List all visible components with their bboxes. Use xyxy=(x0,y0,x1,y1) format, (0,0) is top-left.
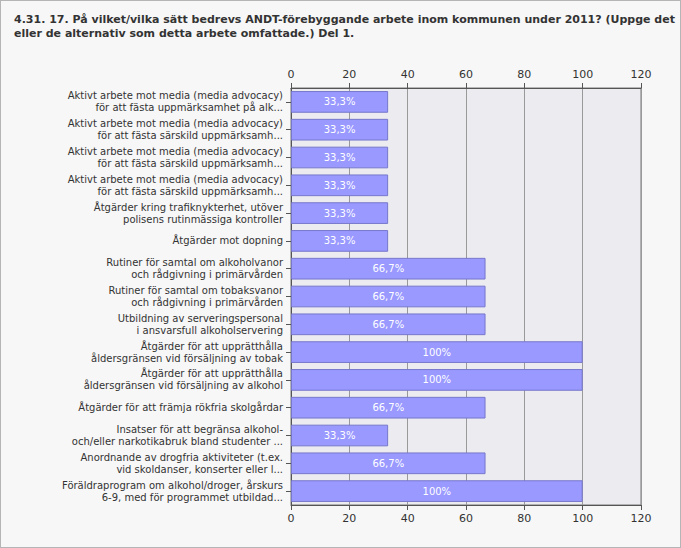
svg-text:33,3%: 33,3% xyxy=(324,152,356,163)
svg-text:Föräldraprogram om alkohol/dro: Föräldraprogram om alkohol/droger, årsku… xyxy=(62,479,283,491)
svg-text:33,3%: 33,3% xyxy=(324,235,356,246)
svg-text:Åtgärder för att upprätthålla: Åtgärder för att upprätthålla xyxy=(141,340,283,352)
svg-text:åldersgränsen vid försäljning: åldersgränsen vid försäljning av tobak xyxy=(91,352,283,364)
svg-text:för att fästa uppmärksamhet på: för att fästa uppmärksamhet på alk... xyxy=(95,101,283,113)
svg-text:0: 0 xyxy=(288,68,295,81)
svg-text:Aktivt arbete mot media (media: Aktivt arbete mot media (media advocacy) xyxy=(68,146,283,157)
svg-text:Åtgärder kring trafiknykterhet: Åtgärder kring trafiknykterhet, utöver xyxy=(94,201,284,213)
svg-text:33,3%: 33,3% xyxy=(324,124,356,135)
svg-text:0: 0 xyxy=(288,512,295,525)
svg-text:Aktivt arbete mot media (media: Aktivt arbete mot media (media advocacy) xyxy=(68,118,283,129)
svg-text:80: 80 xyxy=(517,512,531,525)
svg-text:Aktivt arbete mot media (media: Aktivt arbete mot media (media advocacy) xyxy=(68,90,283,101)
svg-text:66,7%: 66,7% xyxy=(372,402,404,413)
svg-text:100: 100 xyxy=(572,68,593,81)
svg-text:Rutiner för samtal om tobaksva: Rutiner för samtal om tobaksvanor xyxy=(109,285,284,296)
svg-text:vid skoldanser, konserter elle: vid skoldanser, konserter eller l... xyxy=(116,464,283,475)
svg-text:60: 60 xyxy=(459,68,473,81)
svg-text:Åtgärder för att upprätthålla: Åtgärder för att upprätthålla xyxy=(141,367,283,379)
svg-text:och rådgivning i primärvården: och rådgivning i primärvården xyxy=(131,268,283,280)
svg-text:66,7%: 66,7% xyxy=(372,291,404,302)
svg-text:33,3%: 33,3% xyxy=(324,180,356,191)
svg-text:för att fästa särskild uppmärk: för att fästa särskild uppmärksamh... xyxy=(98,130,283,141)
svg-text:i ansvarsfull alkoholservering: i ansvarsfull alkoholservering xyxy=(137,325,283,336)
svg-text:för att fästa särskild uppmärk: för att fästa särskild uppmärksamh... xyxy=(98,186,283,197)
svg-text:100: 100 xyxy=(572,512,593,525)
svg-text:åldersgränsen vid försäljning: åldersgränsen vid försäljning av alkohol xyxy=(84,379,283,391)
svg-text:40: 40 xyxy=(401,512,415,525)
svg-text:Aktivt arbete mot media (media: Aktivt arbete mot media (media advocacy) xyxy=(68,174,283,185)
svg-text:60: 60 xyxy=(459,512,473,525)
svg-text:20: 20 xyxy=(342,512,356,525)
svg-text:80: 80 xyxy=(517,68,531,81)
svg-text:100%: 100% xyxy=(423,486,452,497)
svg-text:20: 20 xyxy=(342,68,356,81)
svg-text:Anordnande av drogfria aktivit: Anordnande av drogfria aktiviteter (t.ex… xyxy=(80,452,283,463)
svg-text:40: 40 xyxy=(401,68,415,81)
svg-text:100%: 100% xyxy=(423,347,452,358)
svg-text:och rådgivning i primärvården: och rådgivning i primärvården xyxy=(131,296,283,308)
svg-text:polisens rutinmässiga kontroll: polisens rutinmässiga kontroller xyxy=(123,214,284,225)
svg-text:66,7%: 66,7% xyxy=(372,458,404,469)
svg-text:Rutiner för samtal om alkoholv: Rutiner för samtal om alkoholvanor xyxy=(106,257,284,268)
svg-text:eller de alternativ som detta: eller de alternativ som detta arbete omf… xyxy=(14,27,354,40)
svg-text:33,3%: 33,3% xyxy=(324,96,356,107)
svg-text:66,7%: 66,7% xyxy=(372,263,404,274)
svg-text:4.31. 17. På vilket/vilka sätt: 4.31. 17. På vilket/vilka sätt bedrevs A… xyxy=(14,13,675,26)
svg-text:120: 120 xyxy=(631,68,652,81)
svg-text:för att fästa särskild uppmärk: för att fästa särskild uppmärksamh... xyxy=(98,158,283,169)
svg-text:Utbildning av serveringsperson: Utbildning av serveringspersonal xyxy=(118,313,283,324)
svg-text:Åtgärder för att främja rökfri: Åtgärder för att främja rökfria skolgård… xyxy=(78,401,284,413)
svg-text:och/eller narkotikabruk bland: och/eller narkotikabruk bland studenter … xyxy=(72,436,283,447)
svg-text:6-9, med för programmet utbild: 6-9, med för programmet utbildad... xyxy=(102,492,283,503)
svg-text:Insatser för att begränsa alko: Insatser för att begränsa alkohol- xyxy=(116,424,283,435)
svg-text:66,7%: 66,7% xyxy=(372,319,404,330)
svg-text:33,3%: 33,3% xyxy=(324,208,356,219)
svg-text:Åtgärder mot dopning: Åtgärder mot dopning xyxy=(172,234,283,246)
svg-text:100%: 100% xyxy=(423,374,452,385)
svg-text:120: 120 xyxy=(631,512,652,525)
svg-text:33,3%: 33,3% xyxy=(324,430,356,441)
